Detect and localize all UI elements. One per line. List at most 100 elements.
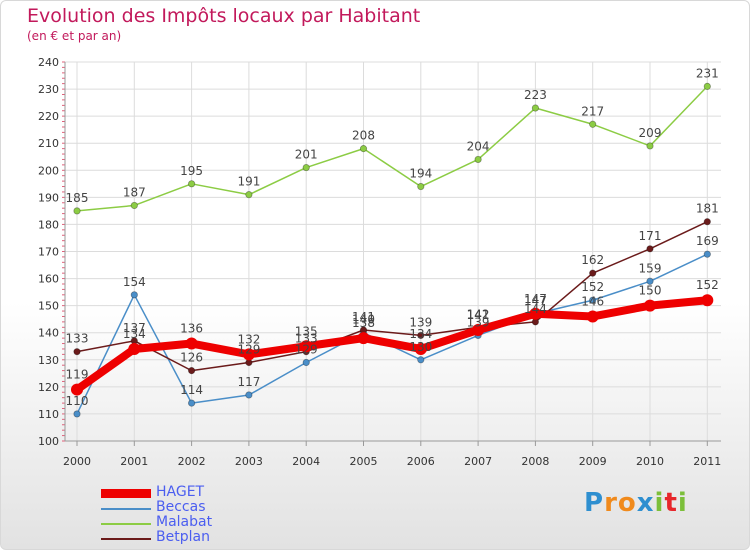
data-label: 137: [123, 321, 146, 335]
data-label: 117: [237, 375, 260, 389]
data-point: [245, 191, 253, 199]
data-point: [130, 291, 138, 299]
data-label: 141: [467, 308, 490, 322]
data-label: 209: [639, 126, 662, 140]
data-label: 126: [180, 351, 203, 365]
x-tick-label: 2001: [120, 455, 148, 468]
data-label: 147: [524, 294, 547, 308]
data-label: 187: [123, 185, 146, 199]
x-tick-label: 2010: [636, 455, 664, 468]
legend-label: Beccas: [156, 499, 206, 515]
y-tick-label: 110: [38, 408, 59, 421]
data-label: 231: [696, 66, 719, 80]
legend-item-beccas: Beccas: [101, 499, 281, 516]
series-line-malabat: [76, 85, 709, 212]
data-label: 191: [237, 175, 260, 189]
data-point: [130, 201, 138, 210]
data-point: [245, 391, 253, 399]
data-point: [646, 142, 654, 150]
logo-letter: i: [654, 488, 665, 518]
legend-label: Betplan: [156, 529, 210, 545]
logo-letter: r: [604, 488, 618, 518]
data-point: [188, 180, 196, 188]
data-point: [589, 296, 597, 304]
chart-legend: HAGET Beccas Malabat Betplan: [101, 484, 281, 546]
data-point: [73, 410, 81, 418]
series-beccas: [73, 250, 711, 418]
data-point: [589, 269, 597, 277]
data-point: [73, 348, 81, 356]
legend-swatch: [101, 538, 151, 540]
data-point: [586, 310, 599, 323]
data-point: [646, 245, 654, 253]
data-point: [414, 342, 427, 355]
chart-title: Evolution des Impôts locaux par Habitant: [27, 5, 421, 27]
data-point: [417, 182, 425, 191]
data-label: 159: [639, 261, 662, 275]
data-label: 171: [639, 229, 662, 243]
x-tick-label: 2004: [292, 455, 320, 468]
data-point: [300, 340, 313, 353]
data-point: [302, 358, 310, 367]
x-tick-label: 2000: [63, 455, 91, 468]
data-label: 146: [581, 294, 604, 308]
data-label: 130: [409, 340, 432, 354]
data-label: 181: [696, 202, 719, 216]
data-label: 142: [467, 307, 490, 321]
data-point: [242, 348, 255, 361]
y-tick-label: 140: [38, 327, 59, 340]
data-point: [646, 277, 654, 285]
y-tick-label: 100: [38, 435, 59, 448]
data-label: 129: [295, 342, 318, 356]
data-label: 135: [295, 324, 318, 338]
logo-letter: o: [617, 488, 637, 518]
chart-subtitle: (en € et par an): [27, 29, 122, 43]
data-label: 208: [352, 129, 375, 143]
data-label: 152: [581, 280, 604, 294]
legend-swatch: [101, 508, 151, 510]
data-label: 194: [409, 167, 432, 181]
y-tick-label: 240: [38, 56, 59, 69]
data-point: [71, 383, 83, 396]
legend-item-haget: HAGET: [101, 484, 281, 501]
data-label: 138: [352, 316, 375, 330]
x-tick-label: 2002: [178, 455, 206, 468]
data-label: 110: [66, 394, 89, 408]
y-tick-label: 160: [38, 273, 59, 286]
x-tick-label: 2008: [521, 455, 549, 468]
data-point: [188, 399, 196, 407]
data-point: [185, 337, 198, 350]
y-tick-label: 190: [38, 191, 59, 204]
y-tick-label: 120: [38, 381, 59, 394]
legend-item-betplan: Betplan: [101, 529, 281, 546]
data-label: 152: [696, 278, 719, 292]
data-label: 154: [123, 275, 146, 289]
data-label: 150: [639, 284, 662, 298]
data-label: 136: [180, 322, 203, 336]
data-label: 119: [66, 368, 89, 382]
data-label: 140: [352, 313, 375, 327]
data-point: [188, 367, 196, 375]
series-haget: [71, 294, 714, 396]
legend-swatch: [101, 523, 151, 525]
x-tick-label: 2007: [464, 455, 492, 468]
data-label: 147: [524, 292, 547, 306]
data-label: 133: [295, 332, 318, 346]
data-label: 132: [237, 332, 260, 346]
y-tick-label: 200: [38, 164, 59, 177]
data-point: [359, 145, 368, 153]
data-label: 144: [524, 302, 547, 316]
proxiti-logo: Proxiti: [584, 488, 688, 518]
series-malabat: [73, 82, 711, 215]
data-label: 169: [696, 234, 719, 248]
y-tick-label: 130: [38, 354, 59, 367]
legend-label: HAGET: [156, 484, 205, 500]
data-label: 114: [180, 383, 203, 397]
x-tick-label: 2005: [350, 455, 378, 468]
y-tick-label: 220: [38, 110, 59, 123]
data-point: [529, 307, 542, 320]
data-point: [302, 163, 310, 172]
data-point: [531, 104, 540, 112]
series-line-haget: [73, 296, 712, 394]
